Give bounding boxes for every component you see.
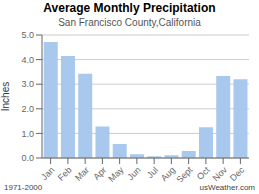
html-text:San Francisco County,Californi: San Francisco County,California	[58, 17, 201, 28]
html-text:Average Monthly Precipitation: Average Monthly Precipitation	[43, 1, 216, 15]
svg-text:5.0: 5.0	[21, 30, 34, 40]
svg-text:Nov: Nov	[211, 165, 230, 182]
svg-text:1.0: 1.0	[21, 129, 34, 139]
svg-text:4.0: 4.0	[21, 55, 34, 65]
svg-text:Inches: Inches	[8, 82, 11, 111]
svg-text:Jun: Jun	[125, 165, 142, 182]
svg-text:Dec: Dec	[228, 165, 247, 182]
html-text:1971-2000: 1971-2000	[4, 183, 43, 192]
svg-text:Jul: Jul	[145, 165, 160, 180]
svg-text:Jan: Jan	[39, 165, 56, 182]
svg-text:2.0: 2.0	[21, 104, 34, 114]
svg-text:Oct: Oct	[195, 165, 212, 182]
svg-text:3.0: 3.0	[21, 79, 34, 89]
svg-text:Feb: Feb	[56, 165, 74, 182]
svg-text:Apr: Apr	[91, 165, 108, 182]
svg-text:0.0: 0.0	[21, 153, 34, 163]
svg-text:May: May	[106, 165, 125, 182]
svg-text:Sept: Sept	[174, 165, 195, 182]
svg-text:Mar: Mar	[73, 165, 91, 182]
html-text:usWeather.com: usWeather.com	[199, 183, 255, 192]
